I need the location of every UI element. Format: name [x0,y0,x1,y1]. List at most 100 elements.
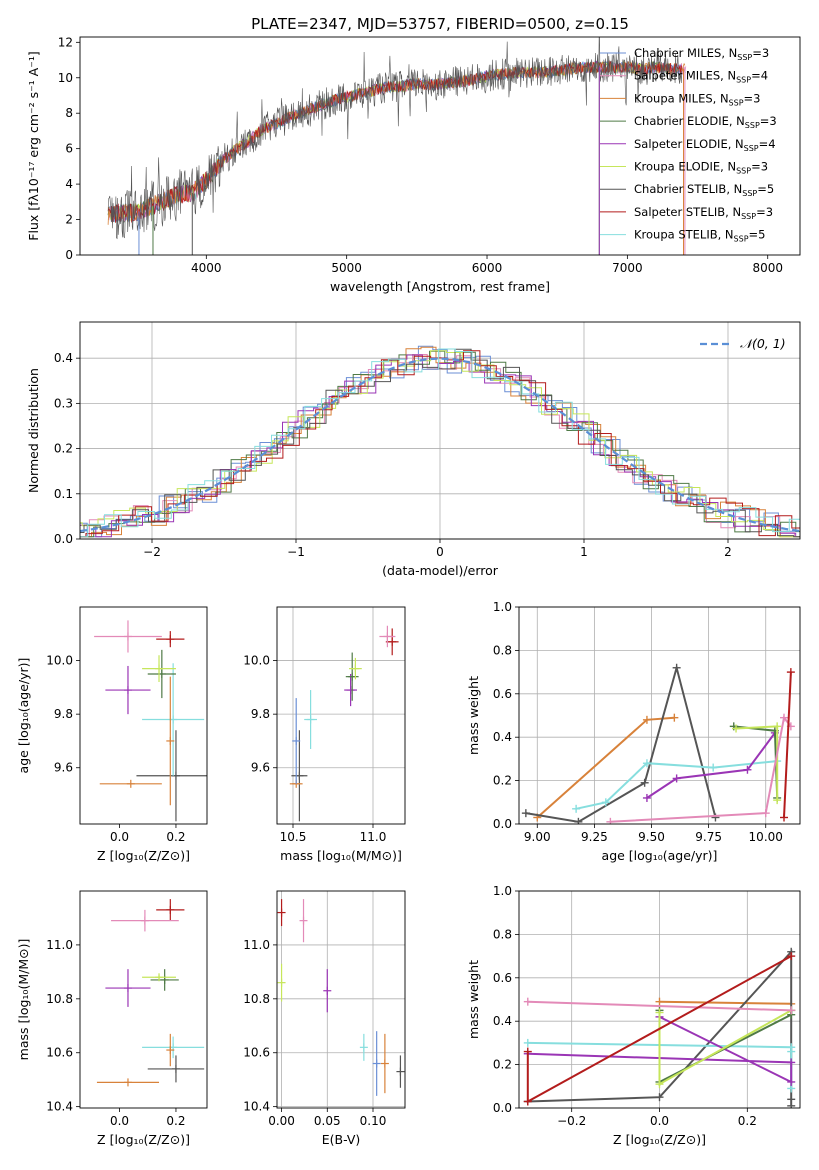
x-tick-label: 0 [436,545,444,559]
y-tick-label: 10.0 [46,654,73,668]
y-axis-label: Normed distribution [26,368,41,493]
plot-area [94,620,207,822]
y-tick-label: 9.8 [54,707,73,721]
x-axis-label: Z [log₁₀(Z/Z⊙)] [613,1132,706,1147]
panel-4: 10.5 11.0 9.6 9.8 10.0 mass [log₁₀(M/M⊙)] [243,606,406,863]
x-tick-label: 1 [580,545,588,559]
weight-series-model-5 [646,732,776,799]
x-tick-label: 4000 [191,261,222,275]
panel-3: 0.0 0.2 9.6 9.8 10.0 Z [log₁₀(Z/Z⊙)] age [log₁… [16,606,208,863]
y-axis-label: mass [log₁₀(M/M⊙)] [16,939,31,1061]
panels: 4000 5000 6000 7000 8000024681012wavelength … [16,35,801,1147]
x-tick-label: −0.2 [557,1114,586,1128]
figure-title: PLATE=2347, MJD=53757, FIBERID=0500, z=0… [251,15,629,33]
legend-entry: Chabrier ELODIE, NSSP=3 [634,114,777,130]
y-tick-label: 1.0 [493,600,512,614]
weight-series-model-7 [525,663,717,823]
panel-5: 9.00 9.25 9.50 9.75 10.00 0.0 0.2 0.4 0.6 0.8 1.0 a… [466,600,801,863]
plot-area [80,345,800,538]
y-tick-label: 10 [58,71,73,85]
y-tick-label: 1.0 [493,884,512,898]
x-axis-label: E(B-V) [322,1132,361,1147]
y-tick-label: 10.8 [46,992,73,1006]
y-tick-label: 10.6 [46,1046,73,1060]
panel-7: 0.00 0.05 0.10 10.4 10.6 10.8 11.0 E(B-V) [243,890,406,1147]
y-tick-label: 0.6 [493,687,512,701]
x-tick-label: 6000 [472,261,503,275]
axes-frame [79,606,208,825]
plot-area [96,899,205,1087]
weight-series-model-8 [783,672,792,818]
plot-area [277,899,405,1096]
y-axis-label: age [log₁₀(age/yr)] [16,658,31,774]
y-tick-label: 0.2 [54,442,73,456]
x-tick-label: 10.00 [749,830,783,844]
y-tick-label: 0.4 [54,351,73,365]
x-tick-label: 0.2 [738,1114,757,1128]
histogram-model-1 [80,345,800,538]
y-tick-label: 2 [65,213,73,227]
x-tick-label: 7000 [612,261,643,275]
x-tick-label: −2 [143,545,161,559]
legend-entry: Chabrier MILES, NSSP=3 [634,46,769,62]
x-tick-label: 9.75 [695,830,722,844]
x-tick-label: 9.25 [581,830,608,844]
y-tick-label: 10.8 [243,992,270,1006]
y-tick-label: 12 [58,35,73,49]
x-tick-label: 11.0 [360,830,387,844]
y-tick-label: 0 [65,248,73,262]
weight-series-model-3 [659,1000,792,1005]
x-tick-label: 10.5 [280,830,307,844]
y-tick-label: 0.1 [54,487,73,501]
y-tick-label: 0.8 [493,927,512,941]
x-axis-label: mass [log₁₀(M/M⊙)] [280,848,402,863]
panel-2: −2 −1 0 1 2 0.0 0.1 0.2 0.3 0.4 (data-model)/error… [26,321,801,578]
plot-area [521,663,795,824]
spectrum-model-8 [107,60,682,224]
x-tick-label: 9.50 [638,830,665,844]
legend-entry: Salpeter ELODIE, NSSP=4 [634,137,776,153]
y-tick-label: 8 [65,106,73,120]
legend-entry: Chabrier STELIB, NSSP=5 [634,182,774,198]
legend-entry: Kroupa ELODIE, NSSP=3 [634,160,768,176]
x-tick-label: 0.05 [314,1114,341,1128]
legend-entry: Salpeter STELIB, NSSP=3 [634,205,773,221]
y-tick-label: 0.4 [493,1014,512,1028]
y-tick-label: 0.4 [493,730,512,744]
x-tick-label: 2 [724,545,732,559]
x-tick-label: −1 [287,545,305,559]
legend-entry: 𝒩(0, 1) [740,336,786,351]
x-tick-label: 0.2 [166,1114,185,1128]
axes-frame [276,606,406,825]
legend: 𝒩(0, 1) [700,336,786,351]
x-axis-label: wavelength [Angstrom, rest frame] [330,279,550,294]
x-tick-label: 0.10 [360,1114,387,1128]
x-axis-label: age [log₁₀(age/yr)] [602,848,718,863]
y-tick-label: 11.0 [46,938,73,952]
x-tick-label: 0.0 [110,1114,129,1128]
y-tick-label: 10.0 [243,654,270,668]
y-tick-label: 10.4 [243,1100,270,1114]
axes-frame [276,890,406,1109]
plot-area [523,947,796,1108]
legend: Chabrier MILES, NSSP=3 Salpeter MILES, NS… [600,46,777,244]
y-tick-label: 0.6 [493,971,512,985]
y-tick-label: 0.3 [54,396,73,410]
x-tick-label: 9.00 [524,830,551,844]
y-tick-label: 0.2 [493,1058,512,1072]
plot-area [289,625,399,822]
axes-frame [79,321,801,540]
y-tick-label: 0.2 [493,774,512,788]
x-axis-label: Z [log₁₀(Z/Z⊙)] [97,848,190,863]
y-tick-label: 0.0 [493,817,512,831]
legend-entry: Kroupa MILES, NSSP=3 [634,91,760,107]
y-tick-label: 9.8 [251,707,270,721]
x-axis-label: (data-model)/error [382,563,499,578]
legend-entry: Kroupa STELIB, NSSP=5 [634,228,765,244]
y-axis-label: mass weight [466,676,481,755]
legend-entry: Salpeter MILES, NSSP=4 [634,69,768,85]
x-tick-label: 0.0 [650,1114,669,1128]
x-tick-label: 0.00 [268,1114,295,1128]
axes-frame [518,890,801,1109]
y-tick-label: 0.8 [493,643,512,657]
